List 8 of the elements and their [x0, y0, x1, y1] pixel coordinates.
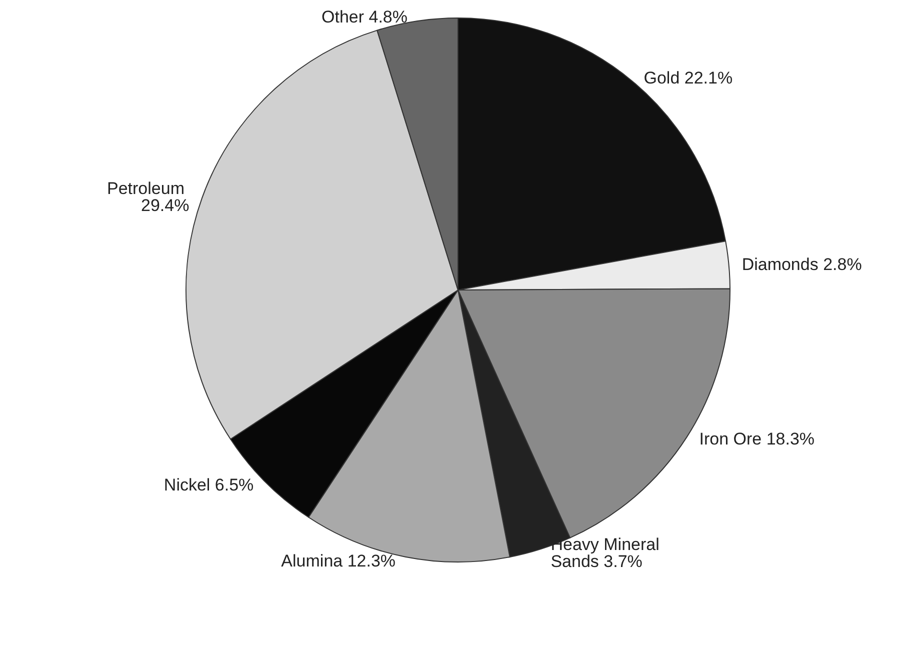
slice-label: Diamonds 2.8%: [742, 254, 862, 274]
slice-label: Nickel 6.5%: [164, 476, 254, 495]
slice-label: Alumina 12.3%: [281, 551, 396, 570]
slice-label: Iron Ore 18.3%: [699, 430, 815, 449]
slice-label: Gold 22.1%: [644, 68, 733, 88]
slice-label: Other 4.8%: [321, 8, 408, 27]
slice-label: Petroleum: [107, 178, 190, 198]
data-label: 29.4%: [141, 196, 190, 215]
